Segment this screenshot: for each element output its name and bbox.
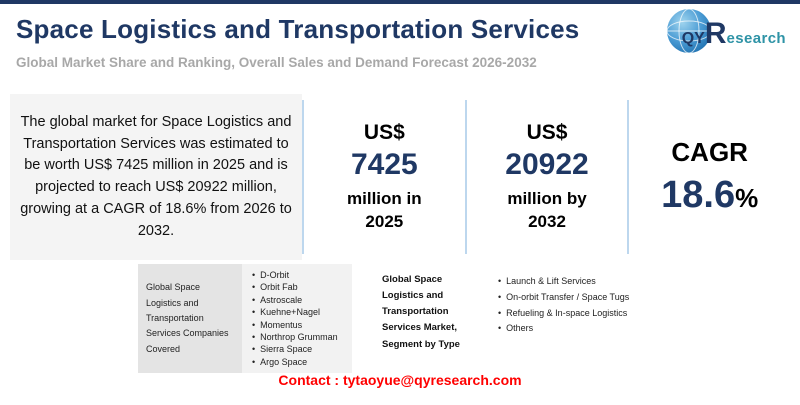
logo-text-esearch: esearch bbox=[726, 29, 786, 47]
list-item: Launch & Lift Services bbox=[498, 274, 629, 290]
stat-forecast-value: US$ 20922 million by 2032 bbox=[467, 94, 628, 260]
market-summary-panel: The global market for Space Logistics an… bbox=[10, 94, 302, 260]
stat-value-2025: 7425 bbox=[350, 147, 418, 181]
column-divider bbox=[627, 100, 630, 254]
stat-caption-2025: million in 2025 bbox=[347, 188, 422, 231]
logo-text-qy: QY bbox=[681, 29, 705, 47]
page-subtitle: Global Market Share and Ranking, Overall… bbox=[16, 55, 537, 70]
qyresearch-logo: QY R esearch bbox=[666, 8, 786, 59]
companies-list: D-Orbit Orbit Fab Astroscale Kuehne+Nage… bbox=[242, 264, 352, 374]
list-item: Momentus bbox=[252, 319, 338, 331]
cagr-label: CAGR bbox=[671, 137, 748, 167]
coverage-section: Global Space Logistics and Transportatio… bbox=[0, 262, 800, 374]
cagr-value: 18.6% bbox=[661, 174, 759, 216]
market-summary-text: The global market for Space Logistics an… bbox=[20, 113, 292, 239]
logo-text-r: R bbox=[704, 16, 727, 50]
segment-by-type-box: Global Space Logistics and Transportatio… bbox=[382, 272, 629, 353]
stat-caption-2032: million by 2032 bbox=[507, 188, 587, 231]
list-item: Refueling & In-space Logistics bbox=[498, 306, 629, 322]
segment-by-type-label: Global Space Logistics and Transportatio… bbox=[382, 274, 460, 350]
stat-currency: US$ bbox=[526, 120, 568, 144]
list-item: Argo Space bbox=[252, 356, 338, 368]
segments-list: Launch & Lift Services On-orbit Transfer… bbox=[484, 272, 629, 353]
stats-row: The global market for Space Logistics an… bbox=[0, 94, 800, 260]
cagr-unit: % bbox=[735, 183, 759, 213]
column-divider bbox=[302, 100, 304, 254]
list-item: Astroscale bbox=[252, 294, 338, 306]
stat-currency: US$ bbox=[363, 120, 405, 144]
companies-covered-label: Global Space Logistics and Transportatio… bbox=[138, 264, 242, 374]
stat-cagr: CAGR 18.6% bbox=[629, 94, 790, 260]
list-item: On-orbit Transfer / Space Tugs bbox=[498, 290, 629, 306]
list-item: Others bbox=[498, 321, 629, 337]
top-accent-bar bbox=[0, 0, 800, 4]
column-divider bbox=[464, 100, 467, 254]
list-item: D-Orbit bbox=[252, 269, 338, 281]
companies-covered-box: Global Space Logistics and Transportatio… bbox=[138, 264, 352, 374]
list-item: Orbit Fab bbox=[252, 281, 338, 293]
contact-line: Contact : tytaoyue@qyresearch.com bbox=[278, 372, 522, 388]
list-item: Kuehne+Nagel bbox=[252, 306, 338, 318]
stat-current-value: US$ 7425 million in 2025 bbox=[304, 94, 465, 260]
list-item: Northrop Grumman bbox=[252, 331, 338, 343]
page-title: Space Logistics and Transportation Servi… bbox=[16, 14, 580, 44]
globe-icon bbox=[666, 8, 712, 59]
logo-wordmark: QY R esearch bbox=[682, 17, 786, 51]
list-item: Sierra Space bbox=[252, 343, 338, 355]
header: Space Logistics and Transportation Servi… bbox=[0, 4, 800, 94]
stat-value-2032: 20922 bbox=[505, 147, 589, 181]
